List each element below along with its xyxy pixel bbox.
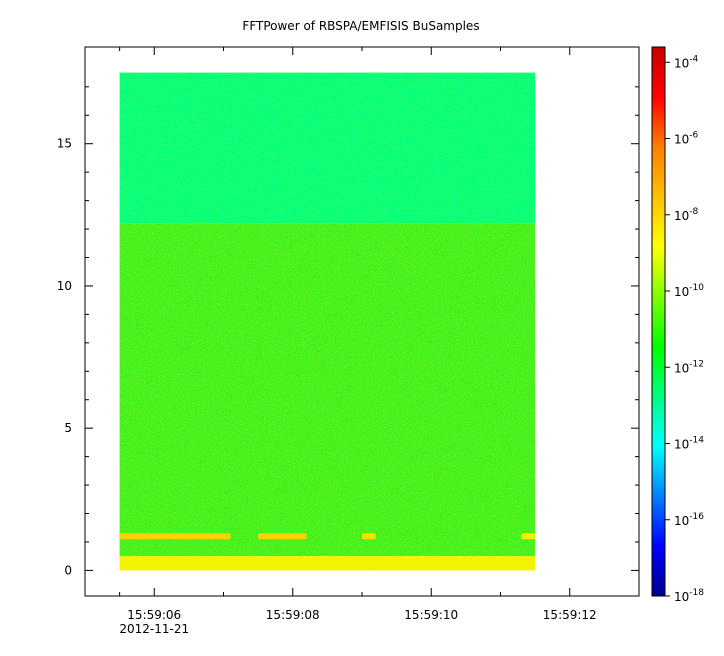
colorbar-tick-label: 10-10 [674,283,704,299]
colorbar: 10-18 10-16 10-14 10-12 10-10 10-8 10-6 10-4 [651,46,704,604]
colorbar-tick-label: 10-6 [674,131,699,147]
y-tick-label: 0 [64,563,72,577]
heatmap-image [119,72,536,571]
colorbar-tick-label: 10-12 [674,359,704,375]
heatmap-band-texture-2 [119,556,536,571]
x-tick-label: 15:59:06 [127,608,181,622]
heatmap-feature-1 [258,533,307,540]
x-tick-label: 15:59:08 [266,608,320,622]
colorbar-tick-label: 10-4 [674,54,699,70]
y-tick-label: 10 [57,279,72,293]
heatmap-feature-2 [362,533,376,540]
x-tick-label: 15:59:12 [543,608,597,622]
heatmap-feature-3 [521,533,536,540]
colorbar-gradient [651,46,666,597]
y-tick-label: 15 [57,137,72,151]
heatmap-band-texture-1 [119,223,536,557]
chart-title: FFTPower of RBSPA/EMFISIS BuSamples [242,19,479,33]
y-tick-label: 5 [64,421,72,435]
colorbar-tick-label: 10-16 [674,512,704,528]
heatmap-feature-0 [119,533,231,540]
heatmap-band-texture-0 [119,72,536,224]
x-tick-label: 15:59:10 [404,608,458,622]
colorbar-tick-label: 10-14 [674,436,704,452]
y-axis: 0 5 10 15 [57,86,639,577]
colorbar-tick-label: 10-8 [674,207,699,223]
x-date-label: 2012-11-21 [119,622,189,636]
colorbar-tick-label: 10-18 [674,588,704,604]
